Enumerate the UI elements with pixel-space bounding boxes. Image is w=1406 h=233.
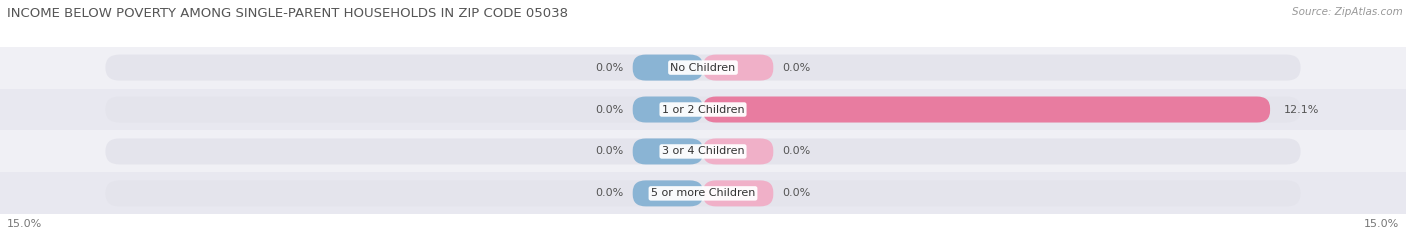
Text: Source: ZipAtlas.com: Source: ZipAtlas.com [1292, 7, 1403, 17]
FancyBboxPatch shape [703, 138, 773, 164]
Text: No Children: No Children [671, 63, 735, 72]
FancyBboxPatch shape [0, 47, 1406, 89]
FancyBboxPatch shape [633, 180, 703, 206]
Text: 0.0%: 0.0% [595, 188, 623, 198]
Text: 12.1%: 12.1% [1284, 105, 1319, 114]
Text: 15.0%: 15.0% [7, 219, 42, 229]
Text: 0.0%: 0.0% [783, 147, 811, 156]
FancyBboxPatch shape [105, 138, 1301, 164]
FancyBboxPatch shape [633, 138, 703, 164]
FancyBboxPatch shape [633, 55, 703, 81]
FancyBboxPatch shape [703, 55, 773, 81]
FancyBboxPatch shape [703, 96, 1270, 123]
Text: INCOME BELOW POVERTY AMONG SINGLE-PARENT HOUSEHOLDS IN ZIP CODE 05038: INCOME BELOW POVERTY AMONG SINGLE-PARENT… [7, 7, 568, 20]
Text: 5 or more Children: 5 or more Children [651, 188, 755, 198]
Text: 0.0%: 0.0% [595, 147, 623, 156]
FancyBboxPatch shape [0, 89, 1406, 130]
FancyBboxPatch shape [105, 96, 1301, 123]
FancyBboxPatch shape [703, 180, 773, 206]
FancyBboxPatch shape [0, 172, 1406, 214]
Text: 15.0%: 15.0% [1364, 219, 1399, 229]
Text: 0.0%: 0.0% [595, 63, 623, 72]
Text: 0.0%: 0.0% [783, 63, 811, 72]
FancyBboxPatch shape [633, 96, 703, 123]
Text: 0.0%: 0.0% [783, 188, 811, 198]
Text: 1 or 2 Children: 1 or 2 Children [662, 105, 744, 114]
Text: 0.0%: 0.0% [595, 105, 623, 114]
FancyBboxPatch shape [105, 55, 1301, 81]
FancyBboxPatch shape [0, 130, 1406, 172]
Text: 3 or 4 Children: 3 or 4 Children [662, 147, 744, 156]
FancyBboxPatch shape [105, 180, 1301, 206]
